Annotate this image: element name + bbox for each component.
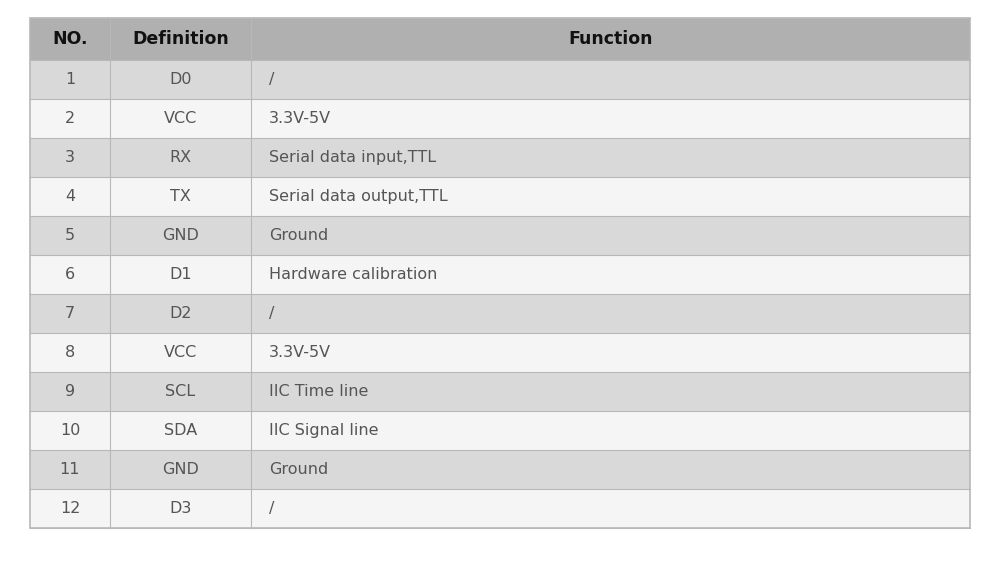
Text: GND: GND [162,462,199,477]
Text: 3.3V-5V: 3.3V-5V [269,345,331,360]
Text: Definition: Definition [132,30,229,48]
Bar [30,18,970,60]
Text: 5: 5 [65,228,75,243]
Text: Serial data output,TTL: Serial data output,TTL [269,189,448,204]
Bar [30,60,970,99]
Text: GND: GND [162,228,199,243]
Text: NO.: NO. [52,30,88,48]
Text: IIC Signal line: IIC Signal line [269,423,378,438]
Text: /: / [269,306,274,321]
Text: D0: D0 [169,72,192,87]
Text: Serial data input,TTL: Serial data input,TTL [269,150,436,165]
Text: 9: 9 [65,384,75,399]
Text: Hardware calibration: Hardware calibration [269,267,437,282]
Bar [30,333,970,372]
Bar [30,450,970,489]
Bar [30,489,970,528]
Bar [30,177,970,216]
Text: Function: Function [568,30,653,48]
Text: Ground: Ground [269,228,328,243]
Text: SCL: SCL [165,384,195,399]
Text: 8: 8 [65,345,75,360]
Text: D2: D2 [169,306,192,321]
Bar [30,99,970,138]
Text: TX: TX [170,189,191,204]
Text: VCC: VCC [164,111,197,126]
Text: VCC: VCC [164,345,197,360]
Text: 7: 7 [65,306,75,321]
Text: IIC Time line: IIC Time line [269,384,368,399]
Text: 1: 1 [65,72,75,87]
Bar [30,255,970,294]
Text: 4: 4 [65,189,75,204]
Text: D1: D1 [169,267,192,282]
Text: 10: 10 [60,423,80,438]
Text: D3: D3 [169,501,192,516]
Bar [30,411,970,450]
Bar [30,294,970,333]
Text: 2: 2 [65,111,75,126]
Text: /: / [269,72,274,87]
Text: SDA: SDA [164,423,197,438]
Text: 12: 12 [60,501,80,516]
Text: /: / [269,501,274,516]
Bar [30,138,970,177]
Text: 3: 3 [65,150,75,165]
Text: 6: 6 [65,267,75,282]
Text: 3.3V-5V: 3.3V-5V [269,111,331,126]
Text: RX: RX [169,150,191,165]
Bar [30,216,970,255]
Text: 11: 11 [60,462,80,477]
Text: Ground: Ground [269,462,328,477]
Bar [30,372,970,411]
